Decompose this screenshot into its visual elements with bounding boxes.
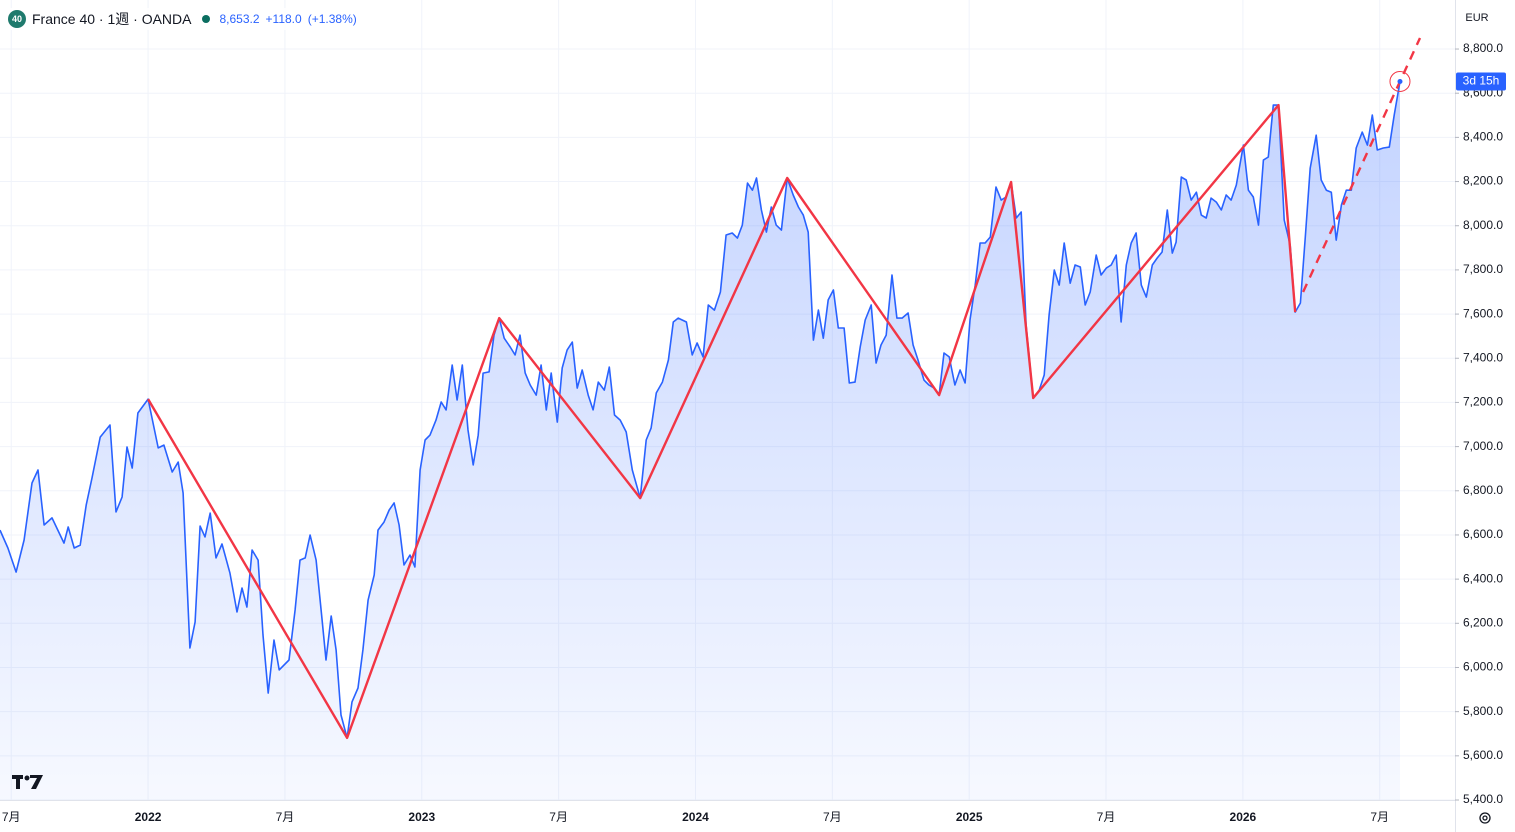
area-fill [0, 81, 1400, 800]
y-tick-label: 6,200.0 [1463, 615, 1503, 629]
x-tick-label: 7月 [1097, 810, 1116, 824]
market-status [201, 15, 210, 23]
change-pct: (+1.38%) [307, 12, 357, 26]
settings-icon[interactable] [1479, 812, 1491, 824]
countdown: 3d 15h [1463, 74, 1500, 88]
x-tick-label: 7月 [2, 810, 21, 824]
x-tick-label: 7月 [1370, 810, 1389, 824]
x-tick-label: 7月 [549, 810, 568, 824]
zigzag-line [147, 103, 1297, 740]
y-tick-label: 7,000.0 [1463, 439, 1503, 453]
y-tick-label: 6,000.0 [1463, 660, 1503, 674]
x-tick-label: 7月 [276, 810, 295, 824]
y-tick-label: 6,600.0 [1463, 527, 1503, 541]
y-tick-label: 8,800.0 [1463, 41, 1503, 55]
x-tick-label: 2023 [408, 810, 435, 824]
symbol-title[interactable]: France 40 · 1週 · OANDA [32, 11, 192, 27]
y-tick-label: 5,800.0 [1463, 704, 1503, 718]
currency[interactable]: EUR [1465, 12, 1489, 24]
x-tick-label: 2022 [135, 810, 162, 824]
y-tick-label: 5,400.0 [1463, 792, 1503, 806]
symbol-badge: 40 [8, 10, 26, 28]
price-line [0, 81, 1401, 739]
y-tick-label: 6,400.0 [1463, 571, 1503, 585]
x-tick-label: 2024 [682, 810, 709, 824]
last-point [1397, 78, 1403, 84]
y-tick-label: 8,200.0 [1463, 174, 1503, 188]
y-tick-label: 7,200.0 [1463, 395, 1503, 409]
header: 40 France 40 · 1週 · OANDA 8,653.2 +118.0… [8, 8, 357, 30]
y-tick-label: 5,600.0 [1463, 748, 1503, 762]
y-tick-label: 8,400.0 [1463, 130, 1503, 144]
y-tick-label: 7,400.0 [1463, 350, 1503, 364]
y-tick-label: 7,600.0 [1463, 306, 1503, 320]
x-tick-label: 7月 [823, 810, 842, 824]
price: 8,653.2 [219, 12, 260, 26]
y-tick-label: 7,800.0 [1463, 262, 1503, 276]
change: +118.0 [265, 12, 302, 26]
x-tick-label: 2025 [956, 810, 983, 824]
y-tick-label: 8,000.0 [1463, 218, 1503, 232]
y-tick-label: 6,800.0 [1463, 483, 1503, 497]
countdown-box [1456, 72, 1506, 91]
last-point-ring [1389, 70, 1411, 92]
x-tick-label: 2026 [1230, 810, 1257, 824]
logo [12, 775, 43, 789]
